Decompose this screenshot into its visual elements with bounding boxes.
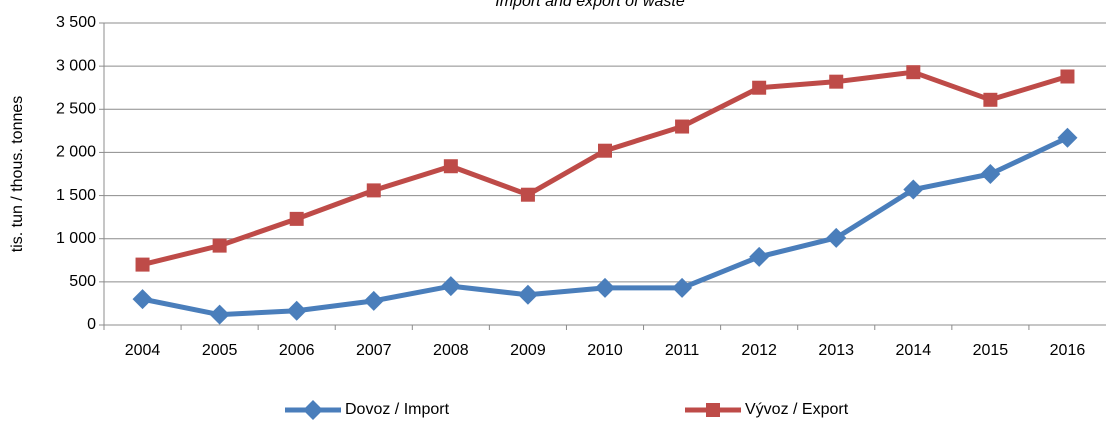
data-point xyxy=(595,277,615,298)
data-point xyxy=(209,304,230,325)
chart-title: Import and export of waste xyxy=(495,0,685,10)
data-point xyxy=(749,246,770,267)
x-tick-label: 2008 xyxy=(433,342,469,359)
data-point xyxy=(1060,69,1075,84)
x-tick-label: 2014 xyxy=(896,342,932,359)
y-axis-label: tis. tun / thous. tonnes xyxy=(9,96,26,253)
y-tick-label: 500 xyxy=(69,273,96,290)
data-point xyxy=(983,92,998,107)
x-tick-label: 2010 xyxy=(587,342,623,359)
data-point xyxy=(980,164,1001,184)
data-point xyxy=(440,276,461,297)
x-tick-label: 2012 xyxy=(741,342,777,359)
y-tick-label: 0 xyxy=(87,316,96,333)
data-point xyxy=(752,80,767,95)
data-point xyxy=(906,65,921,80)
legend-label: Vývoz / Export xyxy=(745,401,849,418)
x-tick-label: 2013 xyxy=(818,342,854,359)
x-tick-label: 2007 xyxy=(356,342,392,359)
x-tick-label: 2004 xyxy=(125,342,161,359)
data-point xyxy=(132,289,153,310)
x-tick-label: 2005 xyxy=(202,342,238,359)
y-tick-label: 3 000 xyxy=(56,57,96,74)
legend-marker xyxy=(706,403,720,417)
x-tick-label: 2011 xyxy=(665,342,700,359)
data-point xyxy=(366,183,381,198)
y-tick-label: 1 500 xyxy=(56,187,96,204)
x-tick-label: 2015 xyxy=(973,342,1009,359)
data-point xyxy=(826,227,847,248)
data-point xyxy=(286,300,307,321)
data-point xyxy=(903,179,924,200)
data-point xyxy=(675,119,690,134)
data-point xyxy=(1057,127,1078,148)
y-tick-label: 1 000 xyxy=(56,230,96,247)
x-tick-label: 2009 xyxy=(510,342,546,359)
data-point xyxy=(598,143,612,158)
y-tick-label: 2 000 xyxy=(56,144,96,161)
data-point xyxy=(520,187,535,202)
data-point xyxy=(135,257,150,272)
data-point xyxy=(212,238,227,253)
legend-label: Dovoz / Import xyxy=(345,401,450,418)
series-line xyxy=(141,69,1069,268)
data-point xyxy=(517,284,538,305)
data-point xyxy=(672,277,693,298)
x-tick-label: 2016 xyxy=(1050,342,1086,359)
y-tick-label: 3 500 xyxy=(56,14,96,31)
data-point xyxy=(443,159,458,174)
x-tick-label: 2006 xyxy=(279,342,315,359)
legend-marker xyxy=(303,400,323,420)
data-point xyxy=(829,74,844,89)
data-point xyxy=(363,290,384,311)
y-tick-label: 2 500 xyxy=(56,101,96,118)
data-point xyxy=(289,211,304,226)
